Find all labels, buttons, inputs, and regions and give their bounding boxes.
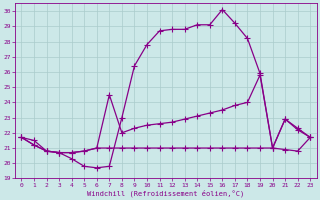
X-axis label: Windchill (Refroidissement éolien,°C): Windchill (Refroidissement éolien,°C) — [87, 189, 244, 197]
